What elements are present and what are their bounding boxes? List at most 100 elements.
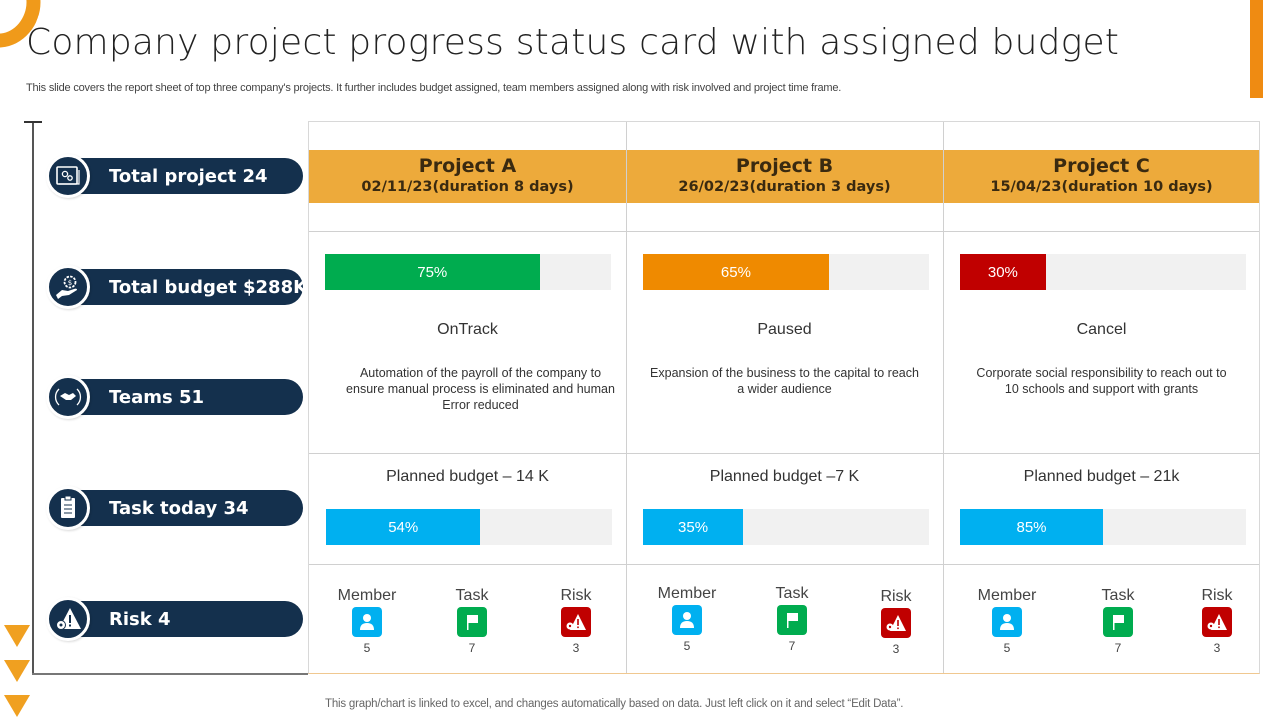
summary-total-budget: $ Total budget $288K xyxy=(46,265,307,309)
frame-vertical-line xyxy=(32,122,34,675)
progress-label: 75% xyxy=(417,263,448,281)
summary-tasks-today: Task today 34 xyxy=(46,486,303,530)
project-status: OnTrack xyxy=(437,321,498,338)
project-header: Project C 15/04/23(duration 10 days) xyxy=(943,150,1260,203)
planned-budget: Planned budget – 14 K xyxy=(386,468,549,485)
risk-warning-icon xyxy=(881,608,911,638)
member-icon xyxy=(352,607,382,637)
flag-icon xyxy=(457,607,487,637)
project-description: Automation of the payroll of the company… xyxy=(346,366,615,412)
budget-bar: 85% xyxy=(960,509,1246,545)
project-date: 02/11/23(duration 8 days) xyxy=(361,179,574,195)
page-title: Company project progress status card wit… xyxy=(26,22,1120,63)
budget-bar: 54% xyxy=(326,509,612,545)
summary-label: Teams 51 xyxy=(109,386,205,408)
progress-fill: 30% xyxy=(960,254,1046,290)
frame-top-tick xyxy=(24,121,42,123)
summary-label: Total project 24 xyxy=(109,165,268,187)
stat-label: Task xyxy=(455,587,489,604)
column-divider xyxy=(943,122,944,673)
footer-note: This graph/chart is linked to excel, and… xyxy=(325,698,904,710)
member-stat: Member 5 xyxy=(967,587,1047,655)
budget-fill: 54% xyxy=(326,509,481,545)
column-divider xyxy=(626,122,627,673)
member-stat: Member 5 xyxy=(327,587,407,655)
progress-bar: 30% xyxy=(960,254,1246,290)
clipboard-icon xyxy=(46,486,90,530)
progress-bar: 75% xyxy=(325,254,611,290)
risk-stat: Risk 3 xyxy=(536,587,616,655)
progress-bar: 65% xyxy=(643,254,929,290)
planned-budget: Planned budget – 21k xyxy=(1023,468,1180,485)
stat-value: 7 xyxy=(788,639,796,653)
accent-bar-decoration xyxy=(1250,0,1263,98)
budget-label: 35% xyxy=(678,518,709,536)
task-stat: Task 7 xyxy=(432,587,512,655)
risk-warning-icon xyxy=(46,597,90,641)
stat-label: Risk xyxy=(1201,587,1233,604)
stat-value: 3 xyxy=(1213,641,1221,655)
risk-stat: Risk 3 xyxy=(1177,587,1257,655)
member-stat: Member 5 xyxy=(647,585,727,653)
page-subtitle: This slide covers the report sheet of to… xyxy=(26,82,842,94)
project-header-band xyxy=(309,150,1259,203)
stat-value: 7 xyxy=(1114,641,1122,655)
project-status: Cancel xyxy=(1076,321,1127,338)
svg-text:$: $ xyxy=(68,279,72,287)
summary-label: Total budget $288K xyxy=(109,276,308,298)
stat-label: Risk xyxy=(560,587,592,604)
summary-label: Risk 4 xyxy=(109,608,171,630)
budget-fill: 85% xyxy=(960,509,1103,545)
budget-fill: 35% xyxy=(643,509,744,545)
project-status: Paused xyxy=(757,321,812,338)
summary-teams: Teams 51 xyxy=(46,375,303,419)
stat-value: 5 xyxy=(363,641,371,655)
triangle-decoration xyxy=(4,695,30,717)
stat-value: 5 xyxy=(683,639,691,653)
triangle-decoration xyxy=(4,625,30,647)
stat-value: 7 xyxy=(468,641,476,655)
flag-icon xyxy=(777,605,807,635)
handshake-icon xyxy=(46,375,90,419)
budget-label: 54% xyxy=(388,518,419,536)
hand-money-icon: $ xyxy=(46,265,90,309)
progress-fill: 65% xyxy=(643,254,829,290)
project-header: Project B 26/02/23(duration 3 days) xyxy=(626,150,943,203)
project-name: Project A xyxy=(418,155,517,177)
progress-label: 65% xyxy=(720,263,751,281)
triangle-decoration xyxy=(4,660,30,682)
stat-value: 5 xyxy=(1003,641,1011,655)
project-gears-icon xyxy=(46,154,90,198)
planned-budget: Planned budget –7 K xyxy=(709,468,860,485)
project-description: Corporate social responsibility to reach… xyxy=(976,366,1227,396)
stat-label: Risk xyxy=(880,588,912,605)
task-stat: Task 7 xyxy=(752,585,832,653)
stat-value: 3 xyxy=(572,641,580,655)
stat-label: Member xyxy=(337,587,397,604)
stat-label: Member xyxy=(977,587,1037,604)
project-name: Project B xyxy=(735,155,834,177)
project-description: Expansion of the business to the capital… xyxy=(650,366,919,396)
project-status-table: Project A 02/11/23(duration 8 days) 75% … xyxy=(308,121,1260,674)
stat-value: 3 xyxy=(892,642,900,656)
stat-label: Task xyxy=(775,585,809,602)
project-name: Project C xyxy=(1053,155,1150,177)
project-date: 26/02/23(duration 3 days) xyxy=(678,179,891,195)
summary-label: Task today 34 xyxy=(109,497,249,519)
member-icon xyxy=(992,607,1022,637)
summary-total-projects: Total project 24 xyxy=(46,154,303,198)
flag-icon xyxy=(1103,607,1133,637)
risk-warning-icon xyxy=(561,607,591,637)
stat-label: Task xyxy=(1101,587,1135,604)
member-icon xyxy=(672,605,702,635)
risk-stat: Risk 3 xyxy=(856,588,936,656)
progress-label: 30% xyxy=(987,263,1018,281)
task-stat: Task 7 xyxy=(1078,587,1158,655)
project-date: 15/04/23(duration 10 days) xyxy=(990,179,1213,195)
budget-label: 85% xyxy=(1016,518,1047,536)
row-divider xyxy=(309,231,1259,232)
stat-label: Member xyxy=(657,585,717,602)
risk-warning-icon xyxy=(1202,607,1232,637)
row-divider xyxy=(309,453,1259,454)
row-divider xyxy=(309,564,1259,565)
